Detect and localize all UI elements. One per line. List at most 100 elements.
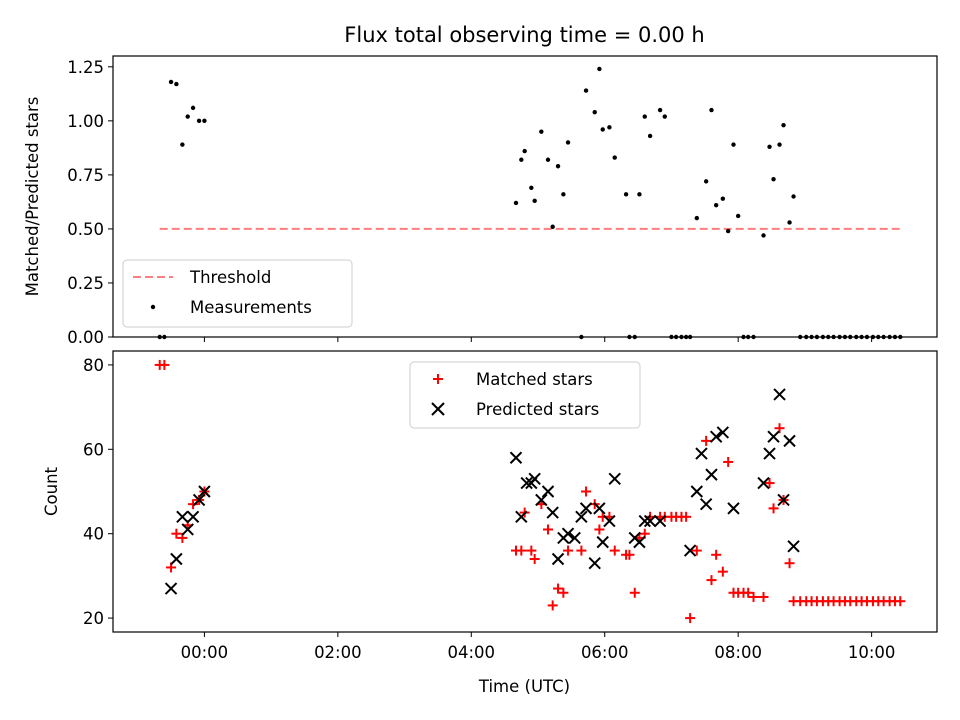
measurement-point [673, 334, 679, 340]
predicted-star-point [690, 485, 704, 498]
measurement-point [196, 118, 202, 124]
measurement-point [881, 334, 886, 340]
matched-star-point [553, 583, 564, 594]
matched-star-point [764, 478, 775, 489]
predicted-star-point [603, 514, 616, 528]
bottom-legend: Matched stars Predicted stars [409, 361, 641, 429]
measurement-point [809, 334, 814, 340]
predicted-star-point [509, 451, 523, 464]
measurement-point [892, 334, 898, 340]
matched-star-point [717, 566, 728, 577]
x-tick-label: 04:00 [448, 643, 496, 662]
bottom-y-axis-label: Count [42, 466, 61, 516]
top-y-tick-label: 0.25 [67, 274, 104, 293]
measurement-point [607, 125, 612, 130]
top-marks [157, 66, 903, 340]
predicted-star-point [643, 514, 657, 528]
measurement-point [592, 110, 597, 115]
top-legend-box [122, 259, 353, 328]
matched-star-point [685, 613, 696, 624]
predicted-star-point [593, 502, 606, 515]
predicted-star-point [186, 510, 200, 524]
predicted-star-point [783, 434, 796, 448]
measurement-point [859, 334, 864, 340]
top-y-tick-label: 0.50 [67, 220, 104, 239]
matched-star-point [563, 545, 574, 556]
measurement-point [876, 334, 881, 340]
legend-matched-swatch [433, 374, 443, 384]
matched-star-point [768, 503, 779, 514]
measurement-point [623, 192, 629, 197]
measurement-point [804, 334, 809, 340]
measurement-point [761, 233, 766, 238]
x-tick-label: 10:00 [848, 643, 896, 662]
bottom-y-ticks: 20 40 60 80 [83, 356, 113, 628]
measurement-point [745, 334, 751, 340]
matched-star-point [516, 545, 527, 556]
measurement-point [694, 215, 700, 221]
matched-star-point [188, 499, 199, 510]
measurement-point [781, 122, 786, 128]
measurement-point [870, 334, 876, 340]
matched-star-point [681, 511, 692, 522]
measurement-point [898, 334, 903, 340]
predicted-star-point [515, 510, 528, 524]
legend-measurements-label: Measurements [190, 298, 312, 317]
measurement-point [657, 107, 663, 113]
matched-star-point [558, 587, 569, 598]
measurement-point [720, 196, 726, 201]
measurement-point [647, 133, 653, 139]
chart-title: Flux total observing time = 0.00 h [344, 23, 704, 47]
measurement-point [777, 142, 782, 147]
measurement-point [513, 200, 519, 206]
x-tick-label: 08:00 [714, 643, 762, 662]
matched-star-point [547, 600, 558, 611]
matched-star-point [711, 549, 722, 560]
top-x-ticks [203, 337, 873, 342]
top-y-tick-label: 1.25 [67, 58, 104, 77]
measurement-point [612, 155, 617, 160]
legend-matched-label: Matched stars [476, 370, 593, 389]
top-y-tick-label: 1.00 [67, 112, 104, 131]
predicted-star-point [176, 510, 189, 524]
predicted-star-point [787, 540, 800, 553]
predicted-star-point [763, 447, 776, 460]
measurement-point [555, 164, 561, 169]
top-y-tick-label: 0.75 [67, 166, 104, 185]
legend-predicted-label: Predicted stars [476, 400, 599, 419]
matched-star-point [171, 528, 182, 539]
matched-star-point [159, 359, 170, 370]
measurement-point [887, 334, 892, 340]
bottom-x-ticks: 00:00 02:00 04:00 06:00 08:00 10:00 [181, 632, 896, 662]
predicted-star-point [633, 535, 646, 549]
measurement-point [583, 88, 589, 93]
measurement-point [679, 334, 684, 340]
predicted-star-point [551, 552, 565, 566]
measurement-point [669, 334, 674, 340]
matched-star-point [594, 524, 605, 535]
measurement-point [731, 142, 736, 147]
measurement-point [864, 334, 870, 340]
matched-star-point [743, 587, 754, 598]
measurement-point [539, 129, 544, 134]
measurement-point [787, 220, 792, 225]
measurement-point [519, 157, 524, 162]
predicted-star-point [653, 514, 667, 528]
measurement-point [683, 334, 689, 340]
measurement-point [565, 140, 571, 145]
predicted-star-point [170, 552, 183, 566]
legend-measurements-swatch [150, 304, 156, 310]
measurement-point [185, 114, 190, 119]
measurement-point [180, 142, 185, 147]
predicted-star-point [777, 493, 790, 507]
bottom-y-tick-label: 20 [83, 609, 104, 628]
predicted-star-point [709, 430, 723, 443]
top-plot-frame [112, 55, 938, 338]
measurement-point [157, 334, 162, 340]
top-y-tick-label: 0.00 [67, 328, 104, 347]
predicted-star-point [192, 493, 206, 507]
matched-star-point [526, 545, 537, 556]
matched-star-point [576, 545, 587, 556]
